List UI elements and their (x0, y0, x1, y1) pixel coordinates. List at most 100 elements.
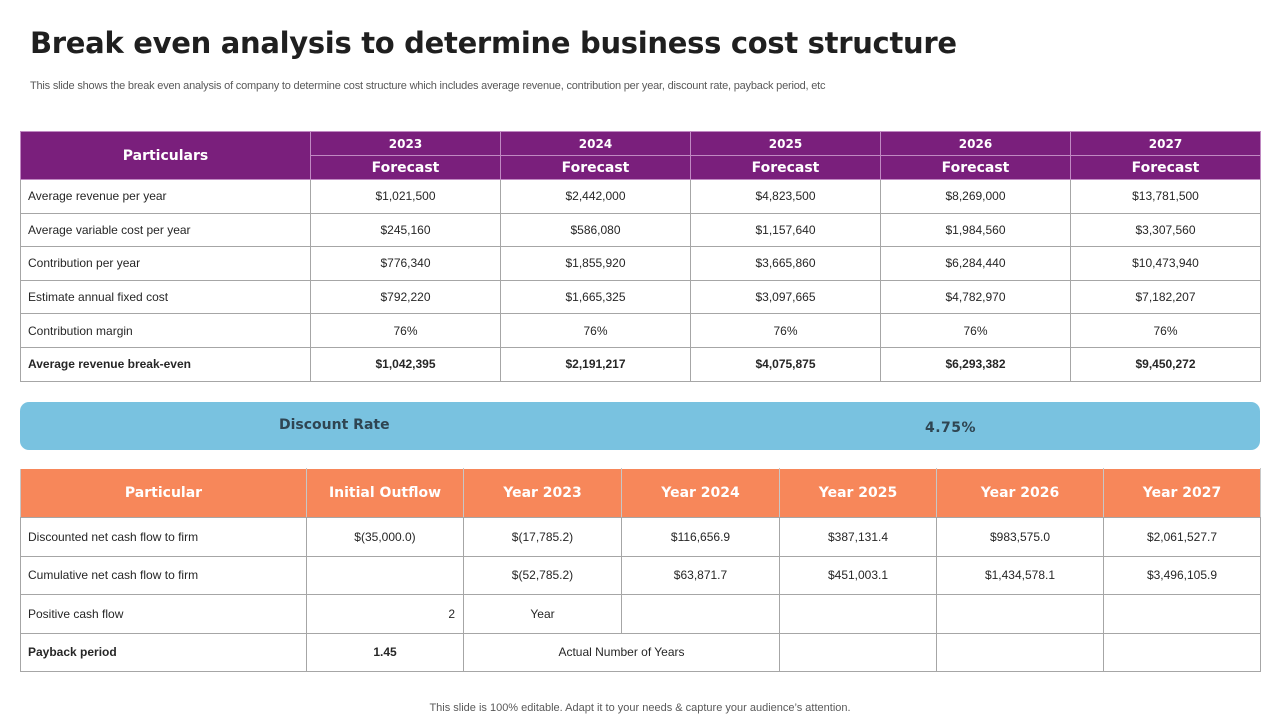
table-cell: $586,080 (500, 212, 691, 248)
table-cell: Year (463, 594, 622, 634)
table-row: Contribution per year $776,340 $1,855,92… (20, 246, 1261, 281)
year-header: 2024 (500, 131, 691, 156)
table-cell: $6,293,382 (880, 346, 1071, 382)
table-cell: $2,061,527.7 (1103, 517, 1261, 557)
table-cell: $1,042,395 (310, 346, 501, 382)
table-cell (936, 632, 1104, 672)
table-cell: 1.45 (306, 632, 464, 672)
table-cell: $3,496,105.9 (1103, 555, 1261, 595)
table-cell (936, 594, 1104, 634)
table-cell: 76% (690, 313, 881, 348)
row-label: Positive cash flow (20, 594, 307, 634)
forecast-header: Forecast (500, 155, 691, 180)
table-cell: 76% (500, 313, 691, 348)
row-label: Payback period (20, 632, 307, 672)
table-cell: $116,656.9 (621, 517, 780, 557)
table-cell: $3,665,860 (690, 246, 881, 281)
forecast-header: Forecast (880, 155, 1071, 180)
cash-flow-header-row: Particular Initial Outflow Year 2023 Yea… (20, 468, 1261, 518)
column-header: Year 2026 (936, 468, 1104, 518)
table-cell: $387,131.4 (779, 517, 937, 557)
table-row: Discounted net cash flow to firm $(35,00… (20, 517, 1261, 557)
table-cell: 76% (310, 313, 501, 348)
table-row: Payback period 1.45 Actual Number of Yea… (20, 632, 1261, 672)
table-cell (779, 632, 937, 672)
table-row: Positive cash flow 2 Year (20, 594, 1261, 634)
table-row: Estimate annual fixed cost $792,220 $1,6… (20, 279, 1261, 315)
table-cell: $1,855,920 (500, 246, 691, 281)
table-cell: $2,442,000 (500, 179, 691, 214)
table-cell: $776,340 (310, 246, 501, 281)
forecast-header: Forecast (310, 155, 501, 180)
row-label: Estimate annual fixed cost (20, 279, 311, 315)
cash-flow-table: Particular Initial Outflow Year 2023 Yea… (20, 468, 1261, 672)
table-cell: $1,984,560 (880, 212, 1071, 248)
table-cell: $3,307,560 (1070, 212, 1261, 248)
table-cell: $(17,785.2) (463, 517, 622, 557)
table-cell: $1,157,640 (690, 212, 881, 248)
year-header: 2025 (690, 131, 881, 156)
table-cell: $7,182,207 (1070, 279, 1261, 315)
table-row: Cumulative net cash flow to firm $(52,78… (20, 555, 1261, 595)
year-header-row: Particulars 2023 2024 2025 2026 2027 (20, 131, 1261, 180)
column-header: Year 2023 (463, 468, 622, 518)
forecast-header: Forecast (690, 155, 881, 180)
table-cell: 76% (880, 313, 1071, 348)
discount-rate-value: 4.75% (925, 420, 977, 436)
column-header: Particular (20, 468, 307, 518)
table-cell: $1,665,325 (500, 279, 691, 315)
column-header: Initial Outflow (306, 468, 464, 518)
column-header: Year 2027 (1103, 468, 1261, 518)
table-cell (779, 594, 937, 634)
table-cell: $2,191,217 (500, 346, 691, 382)
discount-rate-band: Discount Rate 4.75% (20, 402, 1260, 450)
table-cell: $451,003.1 (779, 555, 937, 595)
year-header: 2023 (310, 131, 501, 156)
table-cell (1103, 594, 1261, 634)
table-cell: Actual Number of Years (463, 632, 780, 672)
discount-rate-label: Discount Rate (279, 417, 390, 433)
row-label: Cumulative net cash flow to firm (20, 555, 307, 595)
table-cell: $4,823,500 (690, 179, 881, 214)
row-label: Average revenue per year (20, 179, 311, 214)
table-row: Contribution margin 76% 76% 76% 76% 76% (20, 313, 1261, 348)
table-cell: $13,781,500 (1070, 179, 1261, 214)
table-cell: $1,434,578.1 (936, 555, 1104, 595)
footer-note: This slide is 100% editable. Adapt it to… (429, 702, 851, 714)
table-cell (1103, 632, 1261, 672)
table-row: Average revenue per year $1,021,500 $2,4… (20, 179, 1261, 214)
row-label: Average revenue break-even (20, 346, 311, 382)
row-label: Contribution per year (20, 246, 311, 281)
table-cell: $9,450,272 (1070, 346, 1261, 382)
table-cell: $(52,785.2) (463, 555, 622, 595)
table-cell: $63,871.7 (621, 555, 780, 595)
table-cell: $4,075,875 (690, 346, 881, 382)
row-label: Discounted net cash flow to firm (20, 517, 307, 557)
table-cell: $792,220 (310, 279, 501, 315)
table-cell: $8,269,000 (880, 179, 1071, 214)
table-row: Average variable cost per year $245,160 … (20, 212, 1261, 248)
break-even-table: Particulars 2023 2024 2025 2026 2027 For… (20, 131, 1261, 382)
forecast-header-row: Forecast Forecast Forecast Forecast Fore… (21, 155, 1261, 180)
forecast-header: Forecast (1070, 155, 1261, 180)
table-cell: $10,473,940 (1070, 246, 1261, 281)
year-header: 2027 (1070, 131, 1261, 156)
table-cell (621, 594, 780, 634)
table-cell: $245,160 (310, 212, 501, 248)
row-label: Contribution margin (20, 313, 311, 348)
table-cell: $1,021,500 (310, 179, 501, 214)
table-cell: $(35,000.0) (306, 517, 464, 557)
row-label: Average variable cost per year (20, 212, 311, 248)
table-cell: $3,097,665 (690, 279, 881, 315)
table-cell: $4,782,970 (880, 279, 1071, 315)
table-cell: 76% (1070, 313, 1261, 348)
page-title: Break even analysis to determine busines… (30, 26, 957, 60)
table-cell: 2 (306, 594, 464, 634)
table-row-total: Average revenue break-even $1,042,395 $2… (20, 346, 1261, 382)
page-subtitle: This slide shows the break even analysis… (30, 80, 826, 92)
year-header: 2026 (880, 131, 1071, 156)
table-cell: $983,575.0 (936, 517, 1104, 557)
column-header: Year 2024 (621, 468, 780, 518)
column-header: Year 2025 (779, 468, 937, 518)
table-cell (306, 555, 464, 595)
